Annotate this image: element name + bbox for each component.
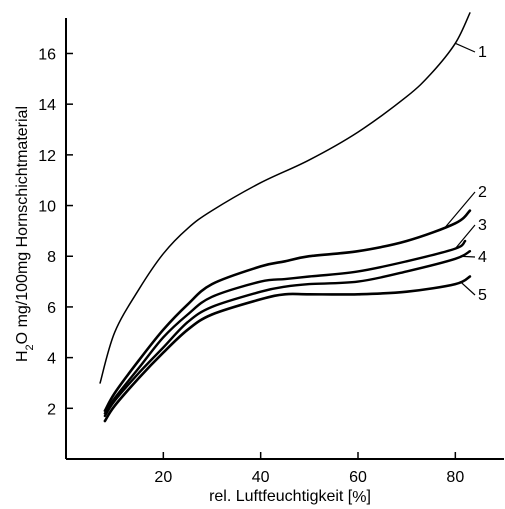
x-tick-label: 80: [446, 469, 464, 486]
x-axis-title: rel. Luftfeuchtigkeit [%]: [209, 488, 371, 506]
series-label-leader: [445, 191, 476, 228]
series-label-2: 2: [478, 184, 487, 201]
series-label-leader: [455, 42, 476, 53]
series-label-4: 4: [478, 249, 487, 266]
series-group: 1 2 3 4 5: [99, 12, 487, 423]
series-label-1: 1: [478, 44, 487, 61]
y-axis-title: H2O mg/100mg Hornschichtmaterial: [14, 106, 36, 362]
x-tick-label: 20: [154, 469, 172, 486]
series-label-leader: [459, 281, 476, 296]
x-tick-label: 60: [349, 469, 367, 486]
y-tick-label: 2: [47, 401, 56, 418]
series-label-3: 3: [478, 217, 487, 234]
y-tick-label: 4: [47, 351, 56, 368]
series-line-5: [103, 275, 472, 423]
x-ticks: 20 40 60 80: [154, 452, 464, 486]
series-line-1: [99, 12, 471, 384]
axes: [65, 18, 504, 460]
y-tick-label: 10: [38, 199, 56, 216]
series-line-2: [103, 209, 472, 413]
series-line-4: [103, 250, 472, 418]
y-tick-label: 14: [38, 97, 56, 114]
y-ticks: 2 4 6 8 10 12 14 16: [38, 46, 73, 418]
series-label-5: 5: [478, 287, 487, 304]
series-label-leader: [460, 255, 476, 258]
series-line-3: [103, 239, 467, 415]
series-label-leader: [454, 224, 476, 250]
y-tick-label: 6: [47, 300, 56, 317]
y-tick-label: 12: [38, 148, 56, 165]
y-tick-label: 8: [47, 249, 56, 266]
x-tick-label: 40: [252, 469, 270, 486]
y-tick-label: 16: [38, 46, 56, 63]
